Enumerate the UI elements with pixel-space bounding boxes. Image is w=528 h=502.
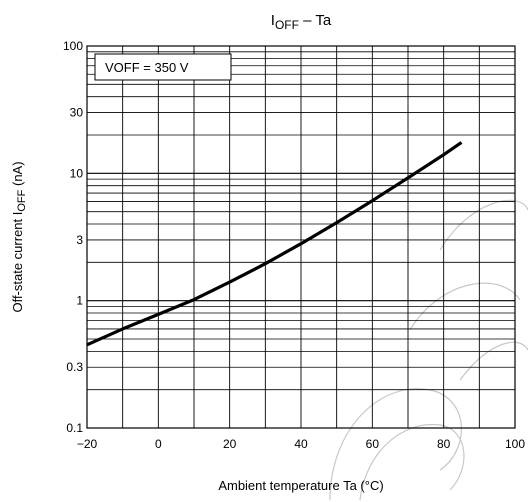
y-axis-label: Off-state current IOFF (nA) <box>10 161 28 312</box>
x-tick-label: 80 <box>437 437 451 451</box>
y-tick-label: 10 <box>70 166 84 180</box>
x-axis-label: Ambient temperature Ta (°C) <box>218 478 383 493</box>
y-axis-label-subscript: OFF <box>16 189 28 211</box>
watermark-arc <box>459 341 528 381</box>
y-tick-label: 0.1 <box>66 421 83 435</box>
x-tick-label: 20 <box>223 437 237 451</box>
annotation-box <box>94 53 232 81</box>
annotation: VOFF = 350 V <box>94 53 232 81</box>
x-tick-label: −20 <box>77 437 98 451</box>
watermark-arc <box>439 199 528 251</box>
annotation-text: VOFF = 350 V <box>105 60 189 75</box>
y-tick-labels: 0.1 0.3 1 3 10 30 100 <box>63 39 83 435</box>
x-tick-label: 0 <box>155 437 162 451</box>
watermark-arc <box>409 282 521 331</box>
plot-frame <box>86 45 516 429</box>
y-tick-label: 0.3 <box>66 360 83 374</box>
series-line <box>86 141 463 347</box>
y-tick-label: 100 <box>63 39 83 53</box>
chart-title: IOFF – Ta <box>271 12 332 32</box>
watermark <box>329 199 528 501</box>
x-tick-label: 100 <box>505 437 525 451</box>
series <box>86 141 463 347</box>
y-tick-label: 3 <box>76 233 83 247</box>
x-tick-labels: −20 0 20 40 60 80 100 <box>77 437 526 451</box>
x-tick-label: 40 <box>294 437 308 451</box>
watermark-arc <box>359 423 465 501</box>
grid <box>87 46 515 428</box>
y-tick-label: 1 <box>76 294 83 308</box>
chart-title-subscript: OFF <box>275 18 299 32</box>
x-tick-label: 60 <box>366 437 380 451</box>
y-tick-label: 30 <box>70 106 84 120</box>
